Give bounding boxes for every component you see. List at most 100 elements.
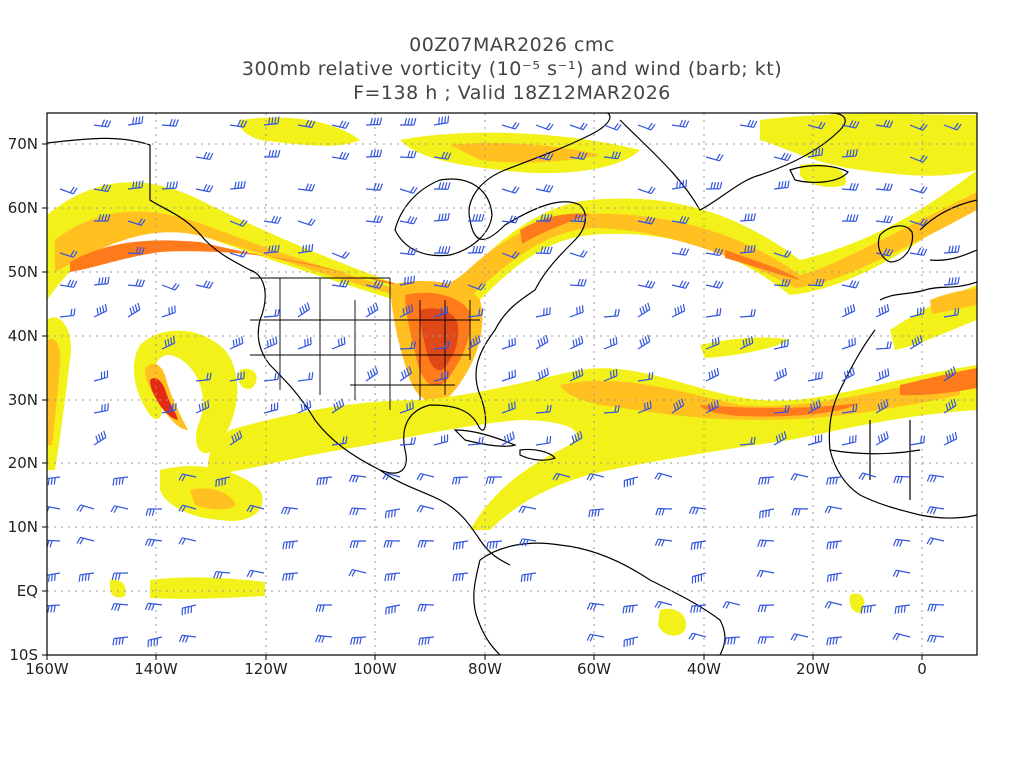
- wind-barb: [297, 302, 311, 318]
- wind-barb: [535, 307, 551, 318]
- wind-barb: [365, 117, 383, 126]
- wind-barb: [501, 215, 520, 224]
- wind-barb: [603, 368, 618, 382]
- wind-barb: [417, 603, 435, 612]
- wind-barb: [603, 123, 622, 131]
- wind-barb: [93, 119, 112, 128]
- wind-barb: [161, 403, 177, 414]
- wind-barb: [790, 473, 809, 481]
- wind-barb: [637, 122, 656, 131]
- wind-barb: [144, 538, 163, 547]
- wind-barb: [433, 434, 449, 446]
- wind-barb: [433, 246, 451, 254]
- wind-barb: [688, 632, 707, 641]
- wind-barb: [807, 278, 825, 287]
- wind-barb: [282, 572, 299, 582]
- wind-barb: [127, 218, 146, 226]
- north-america-coast: [47, 113, 611, 474]
- wind-barb: [161, 181, 178, 190]
- wind-barb: [943, 307, 960, 318]
- wind-barb: [569, 250, 588, 258]
- africa-border: [829, 420, 921, 500]
- wind-barb: [263, 116, 280, 126]
- wind-barb: [331, 151, 350, 161]
- wind-barb: [365, 366, 379, 382]
- wind-barb: [671, 304, 686, 318]
- wind-barb: [535, 435, 552, 446]
- wind-barb: [569, 214, 587, 223]
- wind-barb: [841, 280, 860, 289]
- wind-barb: [637, 280, 656, 289]
- wind-barb: [926, 634, 945, 643]
- wind-barb: [127, 246, 145, 255]
- wind-barb: [705, 399, 720, 414]
- wind-barb: [807, 147, 824, 158]
- wind-barb: [433, 306, 449, 318]
- wind-barb: [111, 572, 129, 581]
- wind-barb: [93, 303, 108, 318]
- wind-barb: [758, 476, 775, 485]
- wind-barb: [365, 149, 383, 158]
- wind-barb: [690, 604, 707, 614]
- wind-barb: [215, 476, 231, 487]
- lat-label-30n: 30N: [8, 391, 38, 409]
- wind-barb: [127, 302, 141, 318]
- wind-barb: [348, 474, 367, 483]
- lat-label-60n: 60N: [8, 199, 38, 217]
- wind-barb: [433, 279, 452, 288]
- wind-barb: [943, 276, 960, 286]
- wind-barb: [637, 400, 652, 414]
- wind-barb: [399, 341, 417, 350]
- europe-coast: [879, 199, 977, 301]
- wind-barb: [350, 636, 367, 645]
- wind-barb: [943, 432, 958, 446]
- wind-barb: [282, 540, 299, 550]
- wind-barb: [858, 472, 877, 481]
- lon-label-120w: 120W: [244, 660, 288, 678]
- map-frame: [46, 112, 978, 656]
- wind-barb: [637, 216, 656, 225]
- wind-barb: [399, 304, 414, 318]
- wind-barb: [671, 215, 690, 225]
- wind-barb: [705, 308, 722, 318]
- wind-barb: [943, 366, 957, 382]
- wind-barb: [807, 399, 821, 414]
- british-isles-coast: [877, 225, 914, 263]
- lat-label-20n: 20N: [8, 454, 38, 472]
- wind-barb: [705, 336, 720, 350]
- wind-barb: [93, 430, 107, 446]
- wind-barb: [467, 335, 481, 350]
- wind-barb: [552, 472, 571, 481]
- wind-barb: [229, 430, 243, 446]
- wind-barb: [739, 336, 754, 350]
- wind-barb: [637, 372, 654, 382]
- wind-barb: [246, 569, 265, 578]
- wind-barb: [773, 250, 792, 258]
- iceland-coast: [789, 165, 849, 183]
- wind-barb: [875, 341, 892, 350]
- wind-barb: [586, 633, 605, 642]
- wind-barb: [757, 636, 775, 644]
- wind-barb: [433, 151, 452, 160]
- wind-barb: [569, 368, 584, 382]
- wind-barb: [161, 118, 179, 127]
- wind-barb: [365, 280, 384, 289]
- wind-barb: [569, 336, 584, 350]
- wind-barb: [773, 180, 790, 190]
- wind-barb: [756, 569, 775, 578]
- wind-barb: [451, 476, 469, 485]
- wind-barb: [263, 215, 282, 224]
- wind-barb: [112, 636, 129, 646]
- lat-label-70n: 70N: [8, 135, 38, 153]
- wind-barb: [841, 214, 859, 222]
- wind-barb: [739, 244, 756, 254]
- lon-label-60w: 60W: [577, 660, 611, 678]
- wind-barb: [229, 250, 248, 258]
- wind-barb: [637, 334, 651, 350]
- wind-barb: [47, 572, 61, 582]
- wind-barb: [315, 604, 333, 612]
- wind-barb: [433, 182, 451, 190]
- wind-barb: [178, 504, 197, 513]
- wind-barb: [909, 306, 925, 318]
- map-title: 00Z07MAR2026 cmc 300mb relative vorticit…: [0, 33, 1024, 105]
